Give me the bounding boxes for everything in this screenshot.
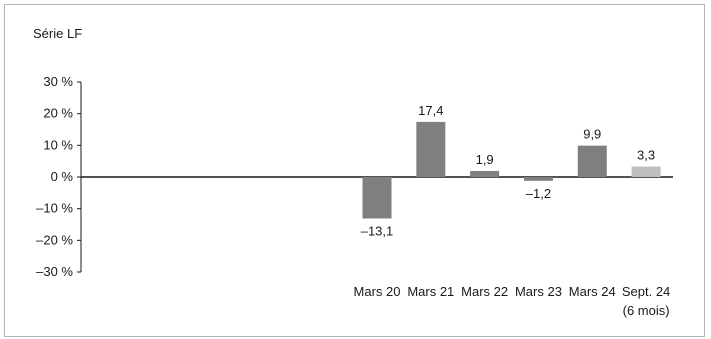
bars — [362, 121, 661, 219]
y-tick-label: –20 % — [36, 232, 73, 247]
x-category-label: Mars 23 — [515, 284, 562, 299]
bar — [416, 121, 446, 177]
bar — [362, 177, 392, 219]
x-category-label: Mars 24 — [569, 284, 616, 299]
data-label: 9,9 — [583, 127, 601, 142]
chart-title: Série LF — [33, 26, 82, 41]
x-category-label: Sept. 24 — [622, 284, 670, 299]
bar — [523, 177, 553, 181]
x-category-label: Mars 20 — [354, 284, 401, 299]
x-axis-categories: Mars 20 Mars 21 Mars 22 Mars 23 Mars 24 Sept.… — [354, 284, 671, 318]
y-tick-label: 10 % — [43, 137, 73, 152]
x-category-sublabel: (6 mois) — [623, 303, 670, 318]
data-label: 3,3 — [637, 148, 655, 163]
y-tick-label: 0 % — [51, 169, 74, 184]
bar — [631, 166, 661, 177]
x-category-label: Mars 21 — [407, 284, 454, 299]
y-tick-label: 30 % — [43, 74, 73, 89]
y-tick-label: –30 % — [36, 264, 73, 279]
y-axis: 30 % 20 % 10 % 0 % –10 % –20 % –30 % — [36, 74, 673, 279]
data-label: 1,9 — [476, 152, 494, 167]
bar — [470, 170, 500, 177]
y-tick-label: –10 % — [36, 201, 73, 216]
x-category-label: Mars 22 — [461, 284, 508, 299]
data-label: –13,1 — [361, 223, 394, 238]
data-label: 17,4 — [418, 103, 443, 118]
y-tick-label: 20 % — [43, 106, 73, 121]
data-label: –1,2 — [526, 186, 551, 201]
data-labels: –13,1 17,4 1,9 –1,2 9,9 3,3 — [361, 103, 655, 239]
bar — [577, 145, 607, 177]
